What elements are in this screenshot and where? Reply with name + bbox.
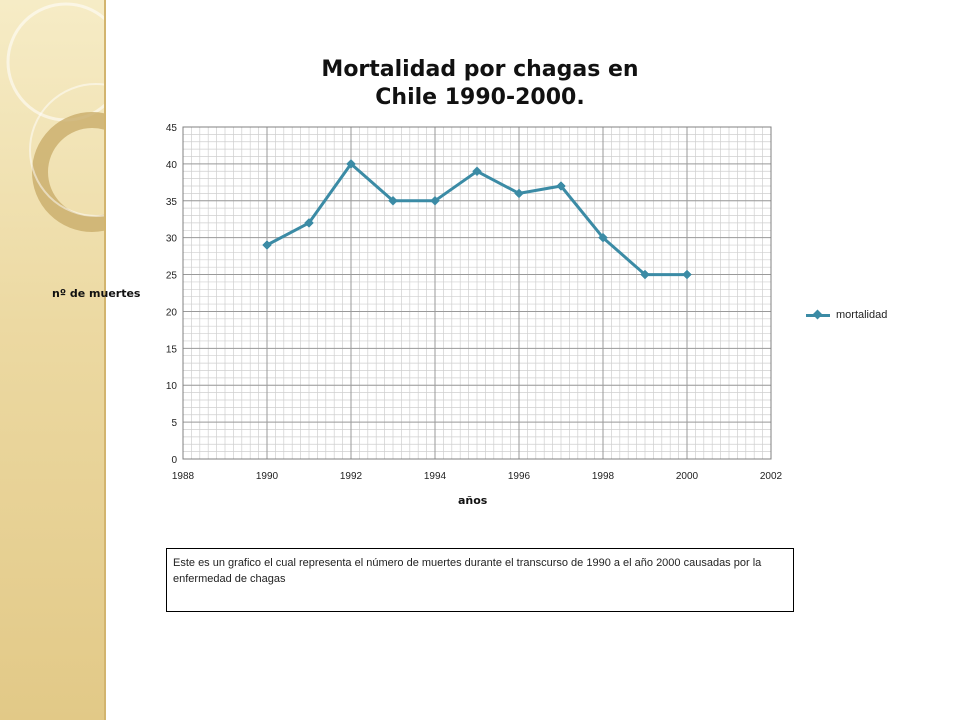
legend-label: mortalidad (836, 309, 888, 321)
chart-title: Mortalidad por chagas en Chile 1990-2000… (300, 56, 660, 112)
y-tick-label: 40 (166, 160, 178, 171)
y-tick-label: 5 (171, 418, 177, 429)
x-tick-label: 2002 (760, 471, 783, 482)
decorative-rings (6, 2, 104, 232)
side-decoration-band (0, 0, 106, 720)
data-point-marker (304, 218, 314, 228)
caption-text: Este es un grafico el cual representa el… (173, 557, 762, 585)
chart-title-line-1: Mortalidad por chagas en (321, 57, 639, 82)
y-tick-label: 0 (171, 455, 177, 466)
caption-box: Este es un grafico el cual representa el… (166, 548, 794, 612)
y-tick-label: 25 (166, 271, 178, 282)
x-tick-label: 2000 (676, 471, 699, 482)
x-tick-label: 1990 (256, 471, 279, 482)
y-tick-label: 45 (166, 123, 178, 134)
x-tick-label: 1992 (340, 471, 363, 482)
y-axis-label: nº de muertes (52, 287, 141, 300)
decorative-ring-thin (29, 83, 104, 217)
y-tick-label: 10 (166, 381, 178, 392)
x-axis-label: años (458, 494, 488, 507)
y-tick-label: 35 (166, 197, 178, 208)
data-point-marker (514, 188, 524, 199)
x-tick-label: 1988 (172, 471, 195, 482)
data-point-marker (388, 195, 398, 206)
legend: mortalidad (806, 309, 887, 321)
data-point-marker (682, 269, 692, 280)
data-point-marker (472, 166, 482, 177)
data-point-marker (430, 195, 440, 206)
x-tick-label: 1996 (508, 471, 531, 482)
legend-line-diamond-icon (806, 309, 830, 321)
y-tick-label: 30 (166, 234, 178, 245)
decorative-ring-thick (32, 112, 104, 232)
chart-title-line-2: Chile 1990-2000. (375, 85, 585, 110)
data-point-marker (346, 159, 356, 169)
y-tick-label: 20 (166, 307, 178, 318)
x-tick-label: 1998 (592, 471, 615, 482)
x-tick-label: 1994 (424, 471, 447, 482)
data-point-marker (640, 269, 650, 280)
data-point-marker (262, 240, 272, 250)
plot-border (182, 126, 772, 460)
data-point-marker (556, 181, 566, 191)
data-point-marker (598, 232, 608, 243)
y-tick-label: 15 (166, 344, 178, 355)
